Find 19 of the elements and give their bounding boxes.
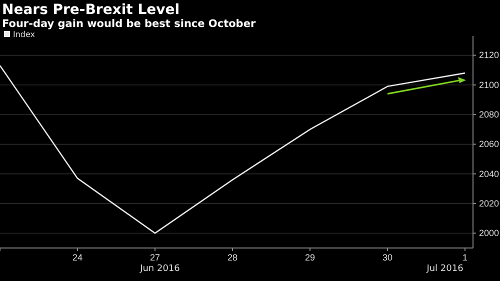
y-tick-label: 2120: [479, 50, 500, 60]
y-tick-label: 2040: [479, 168, 500, 179]
y-tick-label: 2020: [479, 198, 500, 208]
x-tick-label: 29: [304, 252, 316, 262]
y-tick-label: 2000: [479, 228, 500, 238]
x-tick-label: 1: [462, 252, 468, 262]
x-tick-label: 28: [227, 252, 238, 262]
chart-subtitle: Four-day gain would be best since October: [2, 18, 256, 30]
chart-title: Nears Pre-Brexit Level: [2, 2, 180, 18]
x-tick-label: 27: [150, 252, 160, 262]
x-tick-label: 30: [382, 252, 393, 262]
y-tick-label: 2060: [479, 139, 500, 150]
text: Jul 2016: [426, 264, 464, 274]
text: Jun 2016: [139, 264, 180, 274]
y-tick-label: 2100: [479, 80, 500, 90]
x-tick-label: 24: [72, 252, 83, 262]
y-tick-label: 2080: [479, 109, 500, 120]
line-series: [0, 65, 466, 234]
legend-label: Index: [13, 30, 36, 39]
